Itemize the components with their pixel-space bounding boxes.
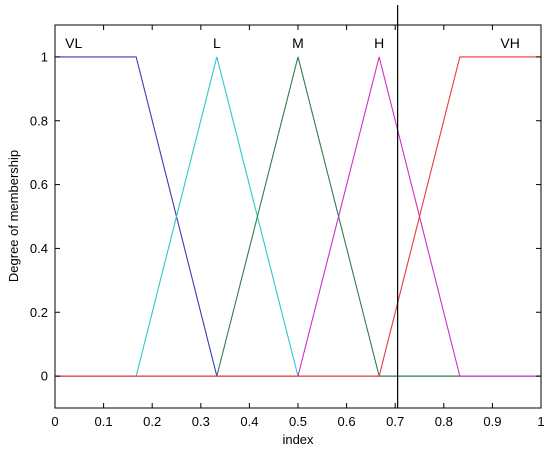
series-label-h: H — [374, 35, 384, 51]
x-tick-label: 0.4 — [240, 414, 258, 429]
x-tick-label: 0.8 — [435, 414, 453, 429]
series-label-m: M — [292, 35, 304, 51]
x-tick-label: 0.1 — [95, 414, 113, 429]
plot-area — [54, 24, 542, 409]
series-label-l: L — [213, 35, 221, 51]
x-tick-label: 0 — [51, 414, 58, 429]
y-tick-label: 1 — [41, 49, 48, 64]
labels-layer: VL L M H VH — [65, 35, 520, 51]
x-tick-label: 1 — [537, 414, 544, 429]
x-tick-label: 0.9 — [483, 414, 501, 429]
x-tick-label: 0.6 — [338, 414, 356, 429]
series-label-vl: VL — [65, 35, 82, 51]
y-tick-label: 0.6 — [30, 177, 48, 192]
y-tick-label: 0 — [41, 369, 48, 384]
y-tick-label: 0.2 — [30, 305, 48, 320]
x-tick-label: 0.3 — [192, 414, 210, 429]
x-tick-label: 0.5 — [289, 414, 307, 429]
series-label-vh: VH — [500, 35, 519, 51]
ticks-layer: 0 0.1 0.2 0.3 0.4 0.5 0.6 0.7 0.8 0.9 1 0 0.2 0.4 0.6 0… — [30, 25, 545, 429]
y-tick-label: 0.8 — [30, 113, 48, 128]
y-tick-label: 0.4 — [30, 241, 48, 256]
series-layer — [55, 56, 541, 377]
series-line-vh — [55, 56, 541, 377]
y-axis-label: Degree of membership — [6, 150, 21, 282]
x-tick-label: 0.7 — [386, 414, 404, 429]
x-tick-label: 0.2 — [143, 414, 161, 429]
x-axis-label: index — [282, 432, 314, 447]
